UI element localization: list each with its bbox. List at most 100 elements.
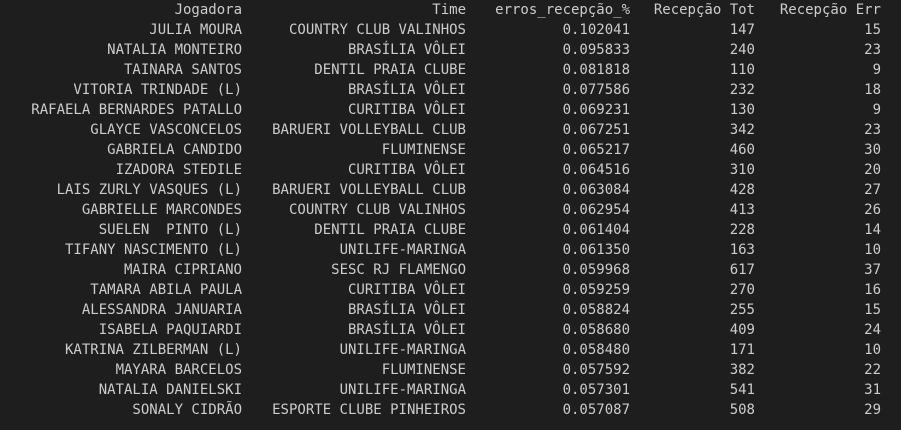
cell-jogadora: TAINARA SANTOS: [123, 62, 242, 78]
cell-erros-recepcao: 0.069231: [562, 102, 630, 118]
cell-recepcao-tot: 310: [729, 162, 755, 178]
cell-jogadora: GABRIELA CANDIDO: [107, 142, 242, 158]
cell-erros-recepcao: 0.095833: [562, 42, 630, 58]
cell-recepcao-err: 22: [864, 362, 881, 378]
table-row: MAYARA BARCELOS FLUMINENSE 0.057592 382 22: [0, 360, 901, 380]
cell-erros-recepcao: 0.081818: [562, 62, 630, 78]
cell-recepcao-tot: 147: [729, 22, 755, 38]
table-row: RAFAELA BERNARDES PATALLO CURITIBA VÔLEI 0…: [0, 100, 901, 120]
cell-jogadora: SUELEN PINTO (L): [98, 222, 242, 238]
table-row: IZADORA STEDILE CURITIBA VÔLEI 0.064516 310…: [0, 160, 901, 180]
cell-jogadora: ALESSANDRA JANUARIA: [81, 302, 242, 318]
cell-recepcao-err: 20: [864, 162, 881, 178]
cell-erros-recepcao: 0.102041: [562, 22, 630, 38]
cell-recepcao-err: 37: [864, 262, 881, 278]
cell-recepcao-err: 31: [864, 382, 881, 398]
cell-recepcao-err: 15: [864, 22, 881, 38]
cell-jogadora: GABRIELLE MARCONDES: [81, 202, 242, 218]
cell-erros-recepcao: 0.061350: [562, 242, 630, 258]
cell-erros-recepcao: 0.065217: [562, 142, 630, 158]
cell-jogadora: KATRINA ZILBERMAN (L): [64, 342, 242, 358]
cell-time: CURITIBA VÔLEI: [347, 162, 466, 178]
cell-recepcao-tot: 270: [729, 282, 755, 298]
cell-time: SESC RJ FLAMENGO: [331, 262, 466, 278]
cell-jogadora: VITORIA TRINDADE (L): [73, 82, 242, 98]
table-row: GABRIELLE MARCONDES COUNTRY CLUB VALINHOS…: [0, 200, 901, 220]
cell-time: FLUMINENSE: [381, 362, 466, 378]
table-row: NATALIA DANIELSKI UNILIFE-MARINGA 0.057301…: [0, 380, 901, 400]
cell-recepcao-tot: 232: [729, 82, 755, 98]
cell-recepcao-err: 23: [864, 42, 881, 58]
header-row: Jogadora Time erros_recepção_% Recepção …: [0, 0, 901, 20]
header-erros-recepcao: erros_recepção_%: [495, 2, 630, 18]
cell-time: BRASÍLIA VÔLEI: [347, 322, 466, 338]
cell-recepcao-err: 14: [864, 222, 881, 238]
cell-jogadora: MAYARA BARCELOS: [115, 362, 242, 378]
cell-recepcao-tot: 228: [729, 222, 755, 238]
table-row: SUELEN PINTO (L) DENTIL PRAIA CLUBE 0.0614…: [0, 220, 901, 240]
header-jogadora: Jogadora: [174, 2, 242, 18]
cell-jogadora: JULIA MOURA: [149, 22, 242, 38]
cell-time: BARUERI VOLLEYBALL CLUB: [272, 122, 466, 138]
cell-time: BARUERI VOLLEYBALL CLUB: [272, 182, 466, 198]
cell-recepcao-err: 18: [864, 82, 881, 98]
cell-recepcao-tot: 110: [729, 62, 755, 78]
table-row: GLAYCE VASCONCELOS BARUERI VOLLEYBALL CLU…: [0, 120, 901, 140]
cell-recepcao-err: 30: [864, 142, 881, 158]
cell-time: COUNTRY CLUB VALINHOS: [288, 202, 466, 218]
header-recepcao-err: Recepção Err: [779, 2, 881, 18]
cell-jogadora: TAMARA ABILA PAULA: [90, 282, 242, 298]
table-row: JULIA MOURA COUNTRY CLUB VALINHOS 0.102041…: [0, 20, 901, 40]
cell-erros-recepcao: 0.067251: [562, 122, 630, 138]
table-row: VITORIA TRINDADE (L) BRASÍLIA VÔLEI 0.0775…: [0, 80, 901, 100]
cell-jogadora: RAFAELA BERNARDES PATALLO: [31, 102, 242, 118]
cell-recepcao-err: 9: [872, 102, 881, 118]
cell-time: CURITIBA VÔLEI: [347, 282, 466, 298]
cell-erros-recepcao: 0.063084: [562, 182, 630, 198]
table-row: LAIS ZURLY VASQUES (L) BARUERI VOLLEYBALL…: [0, 180, 901, 200]
cell-jogadora: LAIS ZURLY VASQUES (L): [56, 182, 242, 198]
cell-recepcao-tot: 409: [729, 322, 755, 338]
cell-jogadora: GLAYCE VASCONCELOS: [90, 122, 242, 138]
cell-recepcao-tot: 240: [729, 42, 755, 58]
table-row: NATALIA MONTEIRO BRASÍLIA VÔLEI 0.095833 24…: [0, 40, 901, 60]
cell-erros-recepcao: 0.064516: [562, 162, 630, 178]
cell-time: ESPORTE CLUBE PINHEIROS: [272, 402, 466, 418]
cell-jogadora: ISABELA PAQUIARDI: [98, 322, 242, 338]
cell-erros-recepcao: 0.061404: [562, 222, 630, 238]
cell-time: DENTIL PRAIA CLUBE: [314, 62, 466, 78]
table-row: KATRINA ZILBERMAN (L) UNILIFE-MARINGA 0.05…: [0, 340, 901, 360]
cell-recepcao-err: 9: [872, 62, 881, 78]
cell-recepcao-tot: 508: [729, 402, 755, 418]
cell-recepcao-tot: 163: [729, 242, 755, 258]
table-row: ALESSANDRA JANUARIA BRASÍLIA VÔLEI 0.05882…: [0, 300, 901, 320]
cell-recepcao-tot: 428: [729, 182, 755, 198]
cell-recepcao-err: 15: [864, 302, 881, 318]
cell-recepcao-err: 16: [864, 282, 881, 298]
cell-erros-recepcao: 0.062954: [562, 202, 630, 218]
table-row: ISABELA PAQUIARDI BRASÍLIA VÔLEI 0.058680 4…: [0, 320, 901, 340]
cell-erros-recepcao: 0.059968: [562, 262, 630, 278]
cell-time: UNILIFE-MARINGA: [339, 382, 466, 398]
cell-erros-recepcao: 0.058680: [562, 322, 630, 338]
cell-recepcao-tot: 541: [729, 382, 755, 398]
table-row: MAIRA CIPRIANO SESC RJ FLAMENGO 0.059968 61…: [0, 260, 901, 280]
cell-time: DENTIL PRAIA CLUBE: [314, 222, 466, 238]
table-row: TAMARA ABILA PAULA CURITIBA VÔLEI 0.059259…: [0, 280, 901, 300]
header-recepcao-tot: Recepção Tot: [653, 2, 755, 18]
cell-jogadora: TIFANY NASCIMENTO (L): [64, 242, 242, 258]
cell-erros-recepcao: 0.058824: [562, 302, 630, 318]
cell-time: BRASÍLIA VÔLEI: [347, 302, 466, 318]
cell-jogadora: NATALIA DANIELSKI: [98, 382, 242, 398]
cell-recepcao-err: 27: [864, 182, 881, 198]
cell-jogadora: IZADORA STEDILE: [115, 162, 242, 178]
table-row: TAINARA SANTOS DENTIL PRAIA CLUBE 0.081818…: [0, 60, 901, 80]
cell-recepcao-err: 29: [864, 402, 881, 418]
header-time: Time: [432, 2, 466, 18]
cell-recepcao-err: 26: [864, 202, 881, 218]
cell-jogadora: MAIRA CIPRIANO: [123, 262, 242, 278]
cell-recepcao-tot: 342: [729, 122, 755, 138]
table-row: TIFANY NASCIMENTO (L) UNILIFE-MARINGA 0.06…: [0, 240, 901, 260]
cell-recepcao-tot: 413: [729, 202, 755, 218]
